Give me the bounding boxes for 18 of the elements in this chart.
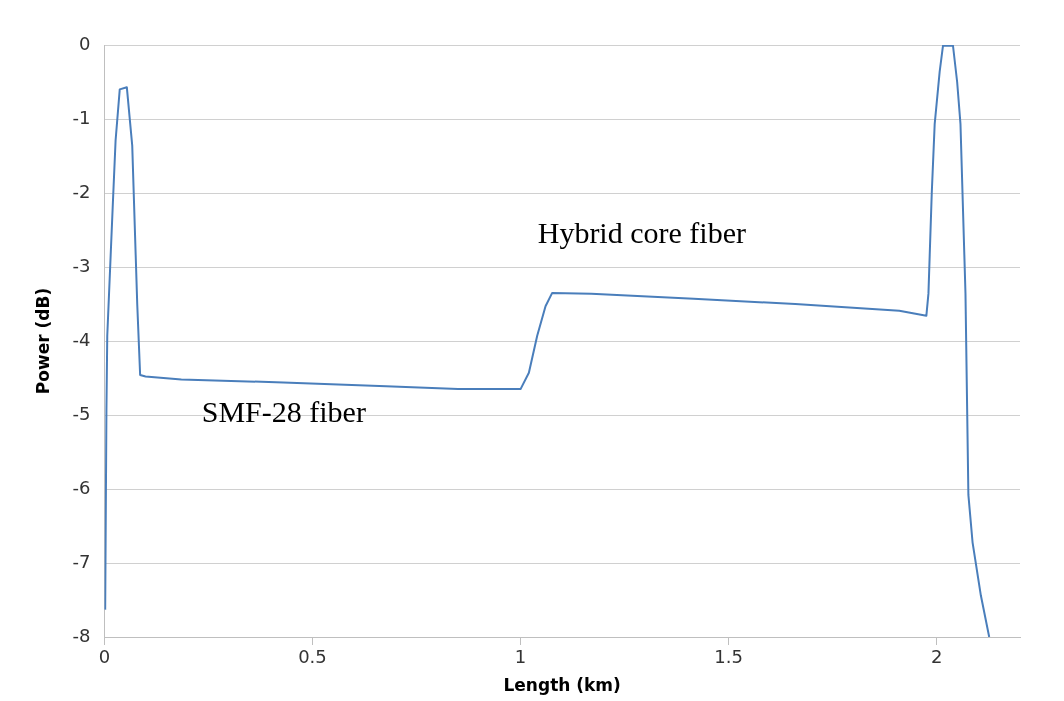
x-tick-label: 0 bbox=[98, 646, 111, 668]
y-axis-title: Power (dB) bbox=[32, 287, 53, 395]
y-tick-label: -4 bbox=[72, 328, 91, 350]
y-tick-label: -5 bbox=[72, 402, 91, 424]
y-tick-label: -8 bbox=[72, 624, 91, 646]
y-tick-label: -3 bbox=[72, 254, 91, 276]
x-tick-label: 1.5 bbox=[714, 646, 743, 668]
y-tick-label: -6 bbox=[72, 476, 91, 498]
annotation: SMF-28 fiber bbox=[201, 395, 366, 429]
x-tick-label: 1 bbox=[514, 646, 527, 668]
x-tick-label: 2 bbox=[931, 646, 943, 668]
y-tick-label: -2 bbox=[72, 180, 91, 202]
x-axis-title: Length (km) bbox=[503, 675, 621, 696]
x-tick-label: 0.5 bbox=[298, 646, 327, 668]
y-tick-label: 0 bbox=[78, 32, 91, 54]
annotation: Hybrid core fiber bbox=[537, 216, 746, 250]
y-tick-label: -7 bbox=[72, 550, 91, 572]
y-tick-label: -1 bbox=[72, 106, 91, 128]
